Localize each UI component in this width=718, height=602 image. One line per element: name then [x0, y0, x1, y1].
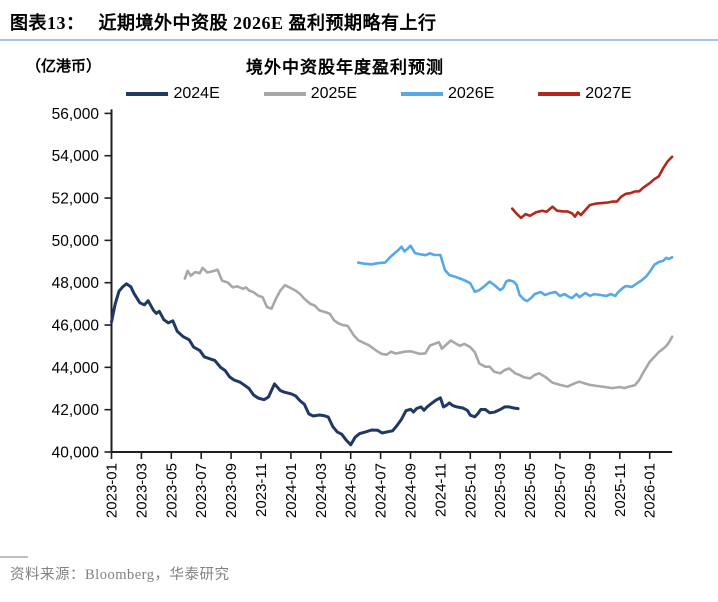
legend-item-2026e: 2026E [401, 85, 494, 103]
y-tick-label: 52,000 [52, 191, 100, 208]
x-tick-label: 2023-09 [223, 463, 240, 518]
figure-number-label: 图表13： [10, 13, 85, 33]
footer-divider-rule [0, 556, 28, 558]
series-line-2024e [110, 282, 520, 447]
legend-item-2024e: 2024E [126, 85, 220, 103]
x-tick-label: 2026-01 [642, 463, 659, 518]
legend-label-2027e: 2027E [585, 85, 632, 102]
legend-label-2026e: 2026E [448, 85, 495, 102]
x-tick-label: 2023-07 [193, 463, 210, 518]
y-tick-label: 54,000 [52, 148, 100, 165]
x-tick-label: 2023-05 [163, 463, 180, 518]
y-tick-label: 48,000 [52, 275, 100, 292]
x-tick-label: 2024-05 [343, 463, 360, 518]
x-tick-label: 2025-09 [582, 463, 599, 518]
legend-item-2025e: 2025E [263, 85, 357, 103]
y-tick-label: 46,000 [52, 318, 100, 335]
y-axis-unit-label: （亿港币） [26, 59, 102, 75]
figure-header: 图表13： 近期境外中资股 2026E 盈利预期略有上行 [10, 9, 708, 35]
series-line-2026e [356, 244, 674, 303]
y-tick-label: 50,000 [52, 233, 100, 250]
x-tick-label: 2024-03 [313, 463, 330, 518]
x-tick-label: 2023-11 [253, 463, 270, 517]
x-tick-label: 2025-07 [552, 463, 569, 518]
legend-line-swatch-2024e [126, 92, 169, 96]
source-note: 资料来源：Bloomberg，华泰研究 [10, 567, 230, 583]
x-tick-label: 2023-03 [133, 463, 150, 518]
x-tick-label: 2025-01 [462, 463, 479, 518]
legend-label-2025e: 2025E [310, 85, 357, 102]
x-tick-label: 2023-01 [104, 463, 121, 518]
y-tick-label: 44,000 [52, 360, 100, 377]
x-tick-label: 2025-03 [492, 463, 509, 518]
legend-item-2027e: 2027E [538, 85, 632, 103]
y-tick-label: 42,000 [52, 402, 100, 419]
x-tick-label: 2024-09 [403, 463, 420, 518]
legend-line-swatch-2025e [263, 92, 306, 96]
x-tick-label: 2025-05 [522, 463, 539, 518]
y-tick-label: 56,000 [52, 106, 100, 123]
legend-line-swatch-2026e [401, 92, 443, 96]
x-tick-label: 2024-01 [283, 463, 300, 518]
series-line-2027e [510, 155, 674, 220]
figure-title: 近期境外中资股 2026E 盈利预期略有上行 [98, 13, 437, 33]
header-divider-rule [0, 39, 718, 41]
x-tick-label: 2024-07 [373, 463, 390, 518]
legend-label-2024e: 2024E [173, 85, 220, 102]
x-tick-label: 2025-11 [612, 463, 629, 517]
legend-line-swatch-2027e [538, 92, 581, 96]
chart-legend: 2024E 2025E 2026E 2027E [40, 85, 718, 103]
chart-title: 境外中资股年度盈利预测 [246, 58, 444, 77]
y-tick-label: 40,000 [52, 445, 100, 462]
x-tick-label: 2024-11 [432, 463, 449, 517]
series-line-2025e [183, 266, 674, 390]
